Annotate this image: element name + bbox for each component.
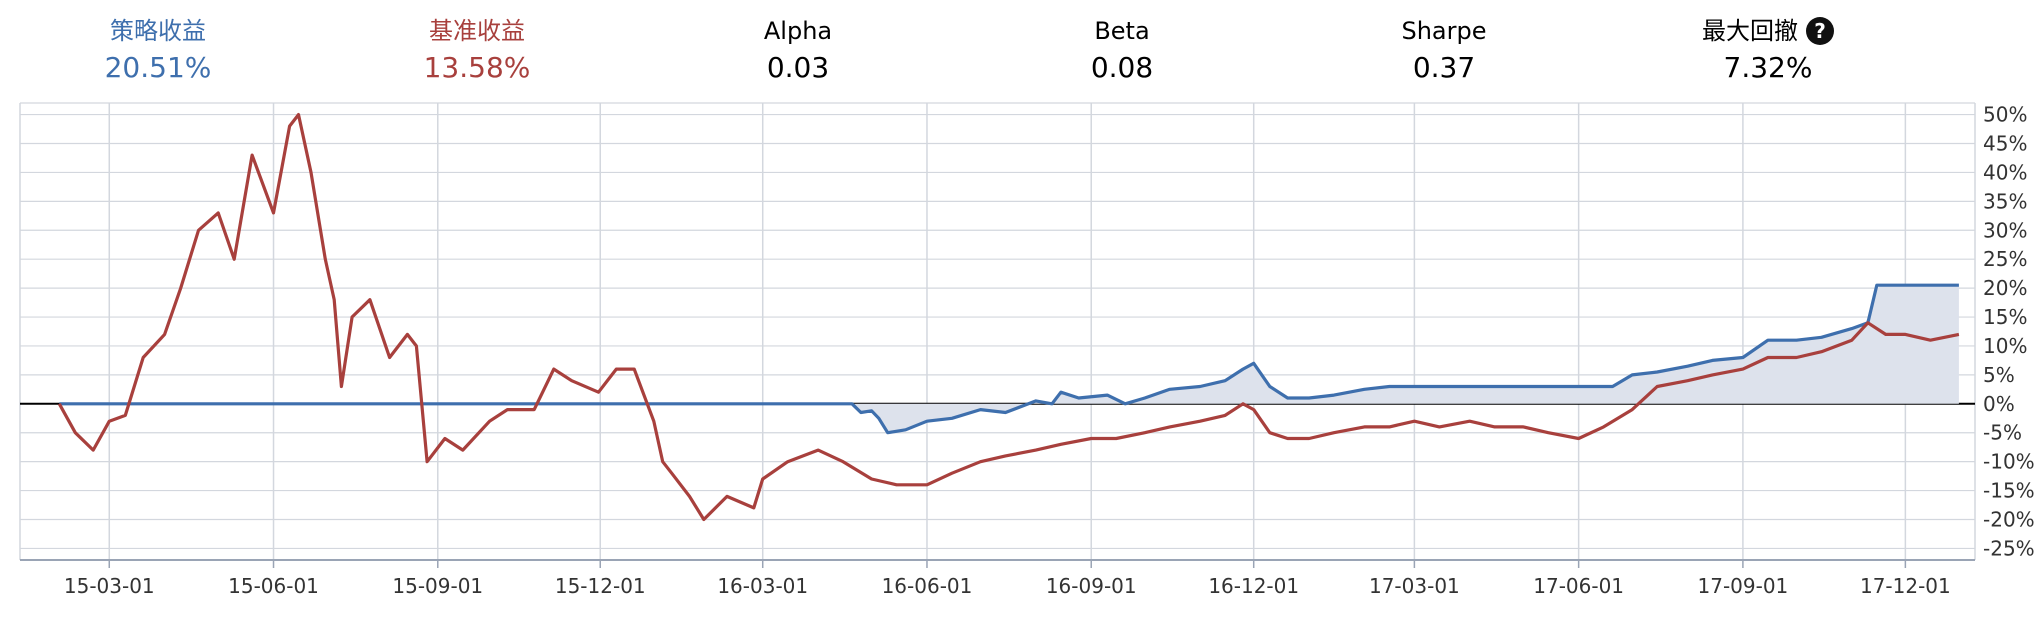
y-tick-label: -15% [1983, 479, 2035, 503]
sharpe-label: Sharpe [1401, 17, 1487, 45]
y-tick-label: 50% [1983, 103, 2027, 127]
x-tick-label: 16-12-01 [1208, 574, 1299, 598]
x-tick-label: 17-03-01 [1369, 574, 1460, 598]
beta-stat: Beta 0.08 [992, 14, 1252, 86]
sharpe-value: 0.37 [1412, 51, 1476, 84]
y-tick-label: -5% [1983, 421, 2022, 445]
y-tick-label: 0% [1983, 392, 2015, 416]
strategy-line [59, 283, 1959, 435]
benchmark-line [57, 113, 1960, 522]
x-tick-label: 17-12-01 [1860, 574, 1951, 598]
x-tick-label: 15-06-01 [228, 574, 319, 598]
returns-line-chart: 50% 45% 40% 35% 30% 25% 20% 15% 10% 5% 0% -5% -10% -1… [19, 102, 2035, 598]
y-tick-label: 20% [1983, 276, 2027, 300]
alpha-value: 0.03 [766, 51, 830, 84]
max-drawdown-label: 最大回撤 [1702, 17, 1798, 45]
y-tick-label: 25% [1983, 247, 2027, 271]
x-tick-label: 16-03-01 [717, 574, 808, 598]
x-tick-label: 15-12-01 [555, 574, 646, 598]
x-tick-label: 15-03-01 [64, 574, 155, 598]
beta-label: Beta [1094, 17, 1150, 45]
y-tick-label: 45% [1983, 131, 2027, 155]
x-tick-label: 15-09-01 [392, 574, 483, 598]
strategy-return-value: 20.51% [104, 51, 212, 84]
x-tick-label: 16-06-01 [882, 574, 973, 598]
strategy-return-stat: 策略收益 20.51% [28, 14, 288, 86]
x-tick-label: 17-09-01 [1698, 574, 1789, 598]
y-tick-label: 35% [1983, 189, 2027, 213]
y-tick-label: 30% [1983, 218, 2027, 242]
stats-bar: 策略收益 20.51% 基准收益 13.58% Alpha 0.03 Beta … [0, 0, 2036, 100]
max-drawdown-label-row: 最大回撤 ? [1702, 14, 1834, 48]
x-tick-label: 17-06-01 [1533, 574, 1624, 598]
benchmark-return-label: 基准收益 [429, 17, 525, 45]
strategy-return-label: 策略收益 [110, 17, 206, 45]
alpha-label: Alpha [763, 17, 833, 45]
y-tick-label: -10% [1983, 450, 2035, 474]
beta-value: 0.08 [1090, 51, 1154, 84]
y-tick-label: 15% [1983, 305, 2027, 329]
benchmark-return-value: 13.58% [423, 51, 531, 84]
benchmark-return-stat: 基准收益 13.58% [347, 14, 607, 86]
y-tick-label: 10% [1983, 334, 2027, 358]
question-circle-icon[interactable]: ? [1806, 17, 1834, 45]
x-tick-label: 16-09-01 [1046, 574, 1137, 598]
max-drawdown-stat: 最大回撤 ? 7.32% [1638, 14, 1898, 86]
y-tick-label: 5% [1983, 363, 2015, 387]
max-drawdown-value: 7.32% [1723, 51, 1813, 84]
y-tick-label: 40% [1983, 160, 2027, 184]
strategy-excess-area [852, 285, 1959, 433]
alpha-stat: Alpha 0.03 [668, 14, 928, 86]
sharpe-stat: Sharpe 0.37 [1314, 14, 1574, 86]
y-tick-label: -25% [1983, 536, 2035, 560]
y-tick-label: -20% [1983, 508, 2035, 532]
